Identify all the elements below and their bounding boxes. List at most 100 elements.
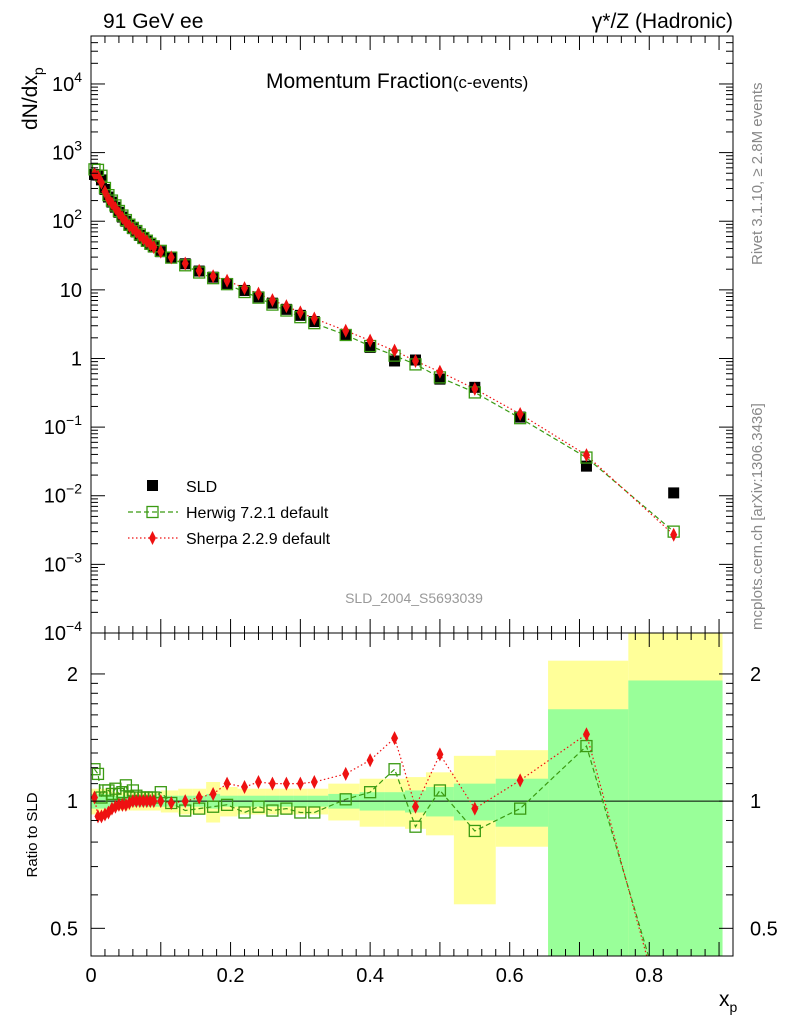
sherpa-main-point [268,293,276,308]
main-y-tick-label: 10−2 [44,481,82,508]
sherpa-main-point [167,250,175,265]
sherpa-main-point [122,214,130,229]
header-left-label: 91 GeV ee [103,10,203,33]
main-y-tick-exponent: 2 [74,206,82,222]
main-y-tick-label: 10 [60,280,82,302]
sherpa-ratio-point [167,795,175,810]
ratio-plot-frame [90,632,734,957]
main-y-tick-label: 1 [71,348,82,370]
sherpa-main-point [282,299,290,314]
ratio-outer-band [453,755,496,905]
sherpa-ratio-point [195,790,203,805]
herwig-ratio-point [388,763,401,776]
ratio-y-tick-label-right: 0.5 [750,918,778,940]
ratio-x-tick-label: 0.2 [217,965,245,987]
sherpa-main-point [97,175,105,190]
legend-label-herwig: Herwig 7.2.1 default [186,505,329,522]
ratio-inner-band [628,680,723,956]
sherpa-main-point [411,353,419,368]
sherpa-ratio-point [296,776,304,791]
herwig-ratio-point [220,798,234,811]
ratio-y-tick-label-right: 2 [750,664,761,686]
sherpa-ratio-point [150,794,158,809]
ratio-series-markers [91,727,593,838]
ratio-y-tick-label: 1 [67,791,78,813]
main-y-tick-label: 104 [52,69,82,96]
herwig-ratio-point [363,786,377,799]
x-label-sub: p [730,999,738,1015]
herwig-ratio-point [339,793,352,806]
sherpa-main-point [195,263,203,278]
legend-label-sld: SLD [186,479,217,496]
sherpa-main-point [670,527,678,542]
sherpa-ratio-point [209,786,217,801]
herwig-ratio-point [266,804,279,817]
ratio-y-tick-label: 2 [67,664,78,686]
sld-data-point [580,460,592,472]
main-y-label-sub: p [30,67,46,75]
main-y-tick-base: 10 [44,623,66,645]
sherpa-main-point [223,273,231,288]
sherpa-ratio-point [516,773,524,788]
sld-data-point [434,373,446,385]
sherpa-main-point [157,244,165,259]
main-y-tick-exponent: −3 [66,549,82,565]
sherpa-main-point [254,286,262,301]
rivet-version-label: Rivet 3.1.10, ≥ 2.8M events [749,83,766,266]
main-series-markers [88,163,680,542]
sherpa-main-point [366,333,374,348]
ratio-x-tick-label: 0.8 [635,965,663,987]
main-y-tick-exponent: −2 [66,481,82,497]
herwig-ratio-point [409,820,422,833]
main-y-tick-label: 10−4 [44,618,82,645]
sherpa-ratio-point [391,731,399,746]
sherpa-main-point [101,184,109,199]
sld-data-point [668,487,680,499]
sherpa-ratio-point [310,774,318,789]
main-title-text: Momentum Fraction [266,70,453,93]
sherpa-ratio-point [241,780,249,795]
ratio-y-axis-label: Ratio to SLD [24,792,41,877]
sherpa-main-point [516,407,524,422]
legend-marker-sherpa [149,531,156,545]
sherpa-ratio-point [471,801,479,816]
sherpa-main-point [150,240,158,255]
main-y-tick-label: 10−1 [44,412,82,439]
sherpa-main-point [436,364,444,379]
main-y-tick-label: 103 [52,138,82,165]
main-title-subtext: (c-events) [453,73,529,92]
sherpa-ratio-point [582,727,590,742]
herwig-ratio-point [252,800,265,813]
sherpa-ratio-point [122,797,130,812]
ratio-x-axis-label: xp [719,988,738,1015]
main-y-tick-base: 10 [52,211,74,233]
sherpa-main-point [342,323,350,338]
main-y-label-text: dN/dx [19,75,42,130]
sherpa-ratio-point [157,794,165,809]
herwig-ratio-point [514,802,527,815]
analysis-watermark: SLD_2004_S5693039 [345,590,483,606]
main-y-axis-label: dN/dxp [19,67,46,130]
main-y-tick-exponent: 3 [74,138,82,154]
sherpa-main-point [181,256,189,271]
sherpa-ratio-point [223,776,231,791]
legend-marker-sld [147,480,158,491]
herwig-ratio-point [468,824,481,838]
herwig-ratio-point [294,806,307,819]
ratio-inner-band [548,709,629,956]
legend-label-sherpa: Sherpa 2.2.9 default [186,531,331,548]
main-y-tick-base: 10 [52,74,74,96]
ratio-y-tick-label: 0.5 [50,918,78,940]
main-y-tick-base: 1 [71,348,82,370]
sherpa-ratio-point [366,753,374,768]
sherpa-main-point [209,269,217,284]
sherpa-ratio-point [181,794,189,809]
herwig-ratio-point [308,806,321,819]
ratio-x-tick-label: 0.6 [496,965,524,987]
main-y-tick-base: 10 [44,486,66,508]
sherpa-main-point [471,381,479,396]
herwig-ratio-point [91,767,105,781]
main-y-tick-label: 102 [52,206,82,233]
